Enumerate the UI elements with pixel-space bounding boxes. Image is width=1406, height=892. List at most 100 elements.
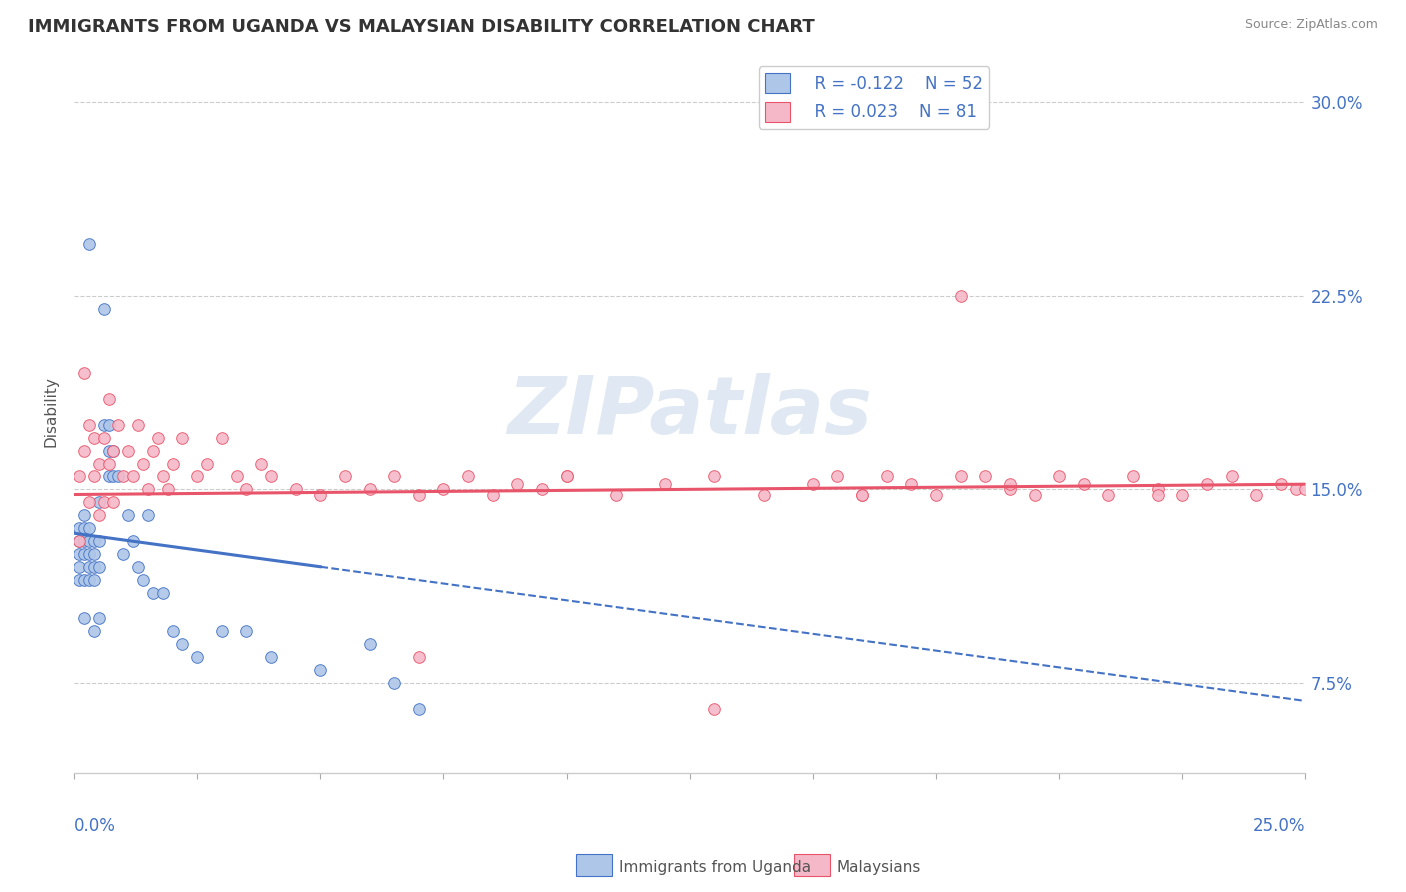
Point [97, 457, 120, 471]
Point [67, 559, 90, 574]
Point [156, 483, 179, 497]
Point [107, 417, 129, 432]
Point [925, 487, 948, 501]
Point [211, 431, 233, 445]
Point [97, 392, 120, 406]
Point [998, 477, 1021, 491]
Point [172, 637, 194, 651]
Point [87, 457, 110, 471]
Point [93, 495, 115, 509]
Point [87, 559, 110, 574]
Point [900, 477, 922, 491]
Point [211, 624, 233, 639]
Point [77, 521, 100, 535]
Point [87, 495, 110, 509]
Text: 0.0%: 0.0% [75, 816, 115, 835]
Point [73, 533, 96, 548]
Point [103, 495, 125, 509]
Point [77, 237, 100, 252]
Point [77, 495, 100, 509]
Point [83, 431, 105, 445]
Point [333, 469, 356, 483]
Point [103, 443, 125, 458]
Point [195, 457, 218, 471]
Point [1024, 487, 1046, 501]
Text: Malaysians: Malaysians [837, 860, 921, 874]
Point [77, 533, 100, 548]
Point [122, 469, 145, 483]
Point [83, 559, 105, 574]
Point [73, 366, 96, 380]
Point [1097, 487, 1119, 501]
Legend:   R = -0.122    N = 52,   R = 0.023    N = 81: R = -0.122 N = 52, R = 0.023 N = 81 [759, 66, 990, 128]
Point [97, 417, 120, 432]
Point [77, 547, 100, 561]
Point [359, 637, 381, 651]
Point [1122, 469, 1144, 483]
Point [73, 443, 96, 458]
Point [146, 431, 169, 445]
Point [172, 431, 194, 445]
Point [998, 483, 1021, 497]
Point [73, 573, 96, 587]
Point [142, 443, 165, 458]
Point [117, 443, 139, 458]
Point [112, 469, 135, 483]
Point [67, 573, 90, 587]
Point [112, 547, 135, 561]
Point [77, 573, 100, 587]
Point [949, 289, 972, 303]
Point [382, 469, 405, 483]
Point [77, 559, 100, 574]
Point [260, 469, 283, 483]
Point [506, 477, 529, 491]
Point [457, 469, 479, 483]
Point [260, 650, 283, 665]
Y-axis label: Disability: Disability [44, 376, 58, 448]
Point [136, 508, 159, 523]
Text: 25.0%: 25.0% [1253, 816, 1305, 835]
Point [162, 624, 184, 639]
Point [827, 469, 849, 483]
Point [162, 457, 184, 471]
Point [752, 487, 775, 501]
Point [67, 533, 90, 548]
Point [250, 457, 273, 471]
Text: IMMIGRANTS FROM UGANDA VS MALAYSIAN DISABILITY CORRELATION CHART: IMMIGRANTS FROM UGANDA VS MALAYSIAN DISA… [28, 18, 815, 36]
Point [83, 469, 105, 483]
Point [87, 508, 110, 523]
Point [83, 533, 105, 548]
Point [432, 483, 454, 497]
Text: Source: ZipAtlas.com: Source: ZipAtlas.com [1244, 18, 1378, 31]
Point [97, 443, 120, 458]
Point [235, 624, 257, 639]
Point [949, 469, 972, 483]
Point [481, 487, 503, 501]
Point [1146, 487, 1168, 501]
Point [284, 483, 307, 497]
Point [186, 650, 208, 665]
Point [235, 483, 257, 497]
Point [1220, 469, 1243, 483]
Point [87, 533, 110, 548]
Point [67, 521, 90, 535]
Point [136, 483, 159, 497]
Point [1244, 487, 1267, 501]
Point [152, 469, 174, 483]
Point [73, 611, 96, 625]
Point [93, 417, 115, 432]
Point [132, 573, 155, 587]
Text: Immigrants from Uganda: Immigrants from Uganda [619, 860, 811, 874]
Point [73, 547, 96, 561]
Point [152, 585, 174, 599]
Point [73, 521, 96, 535]
Point [1270, 477, 1292, 491]
Point [225, 469, 247, 483]
Point [530, 483, 553, 497]
Point [555, 469, 578, 483]
Point [117, 508, 139, 523]
Point [83, 573, 105, 587]
Point [107, 469, 129, 483]
Point [876, 469, 898, 483]
Point [67, 533, 90, 548]
